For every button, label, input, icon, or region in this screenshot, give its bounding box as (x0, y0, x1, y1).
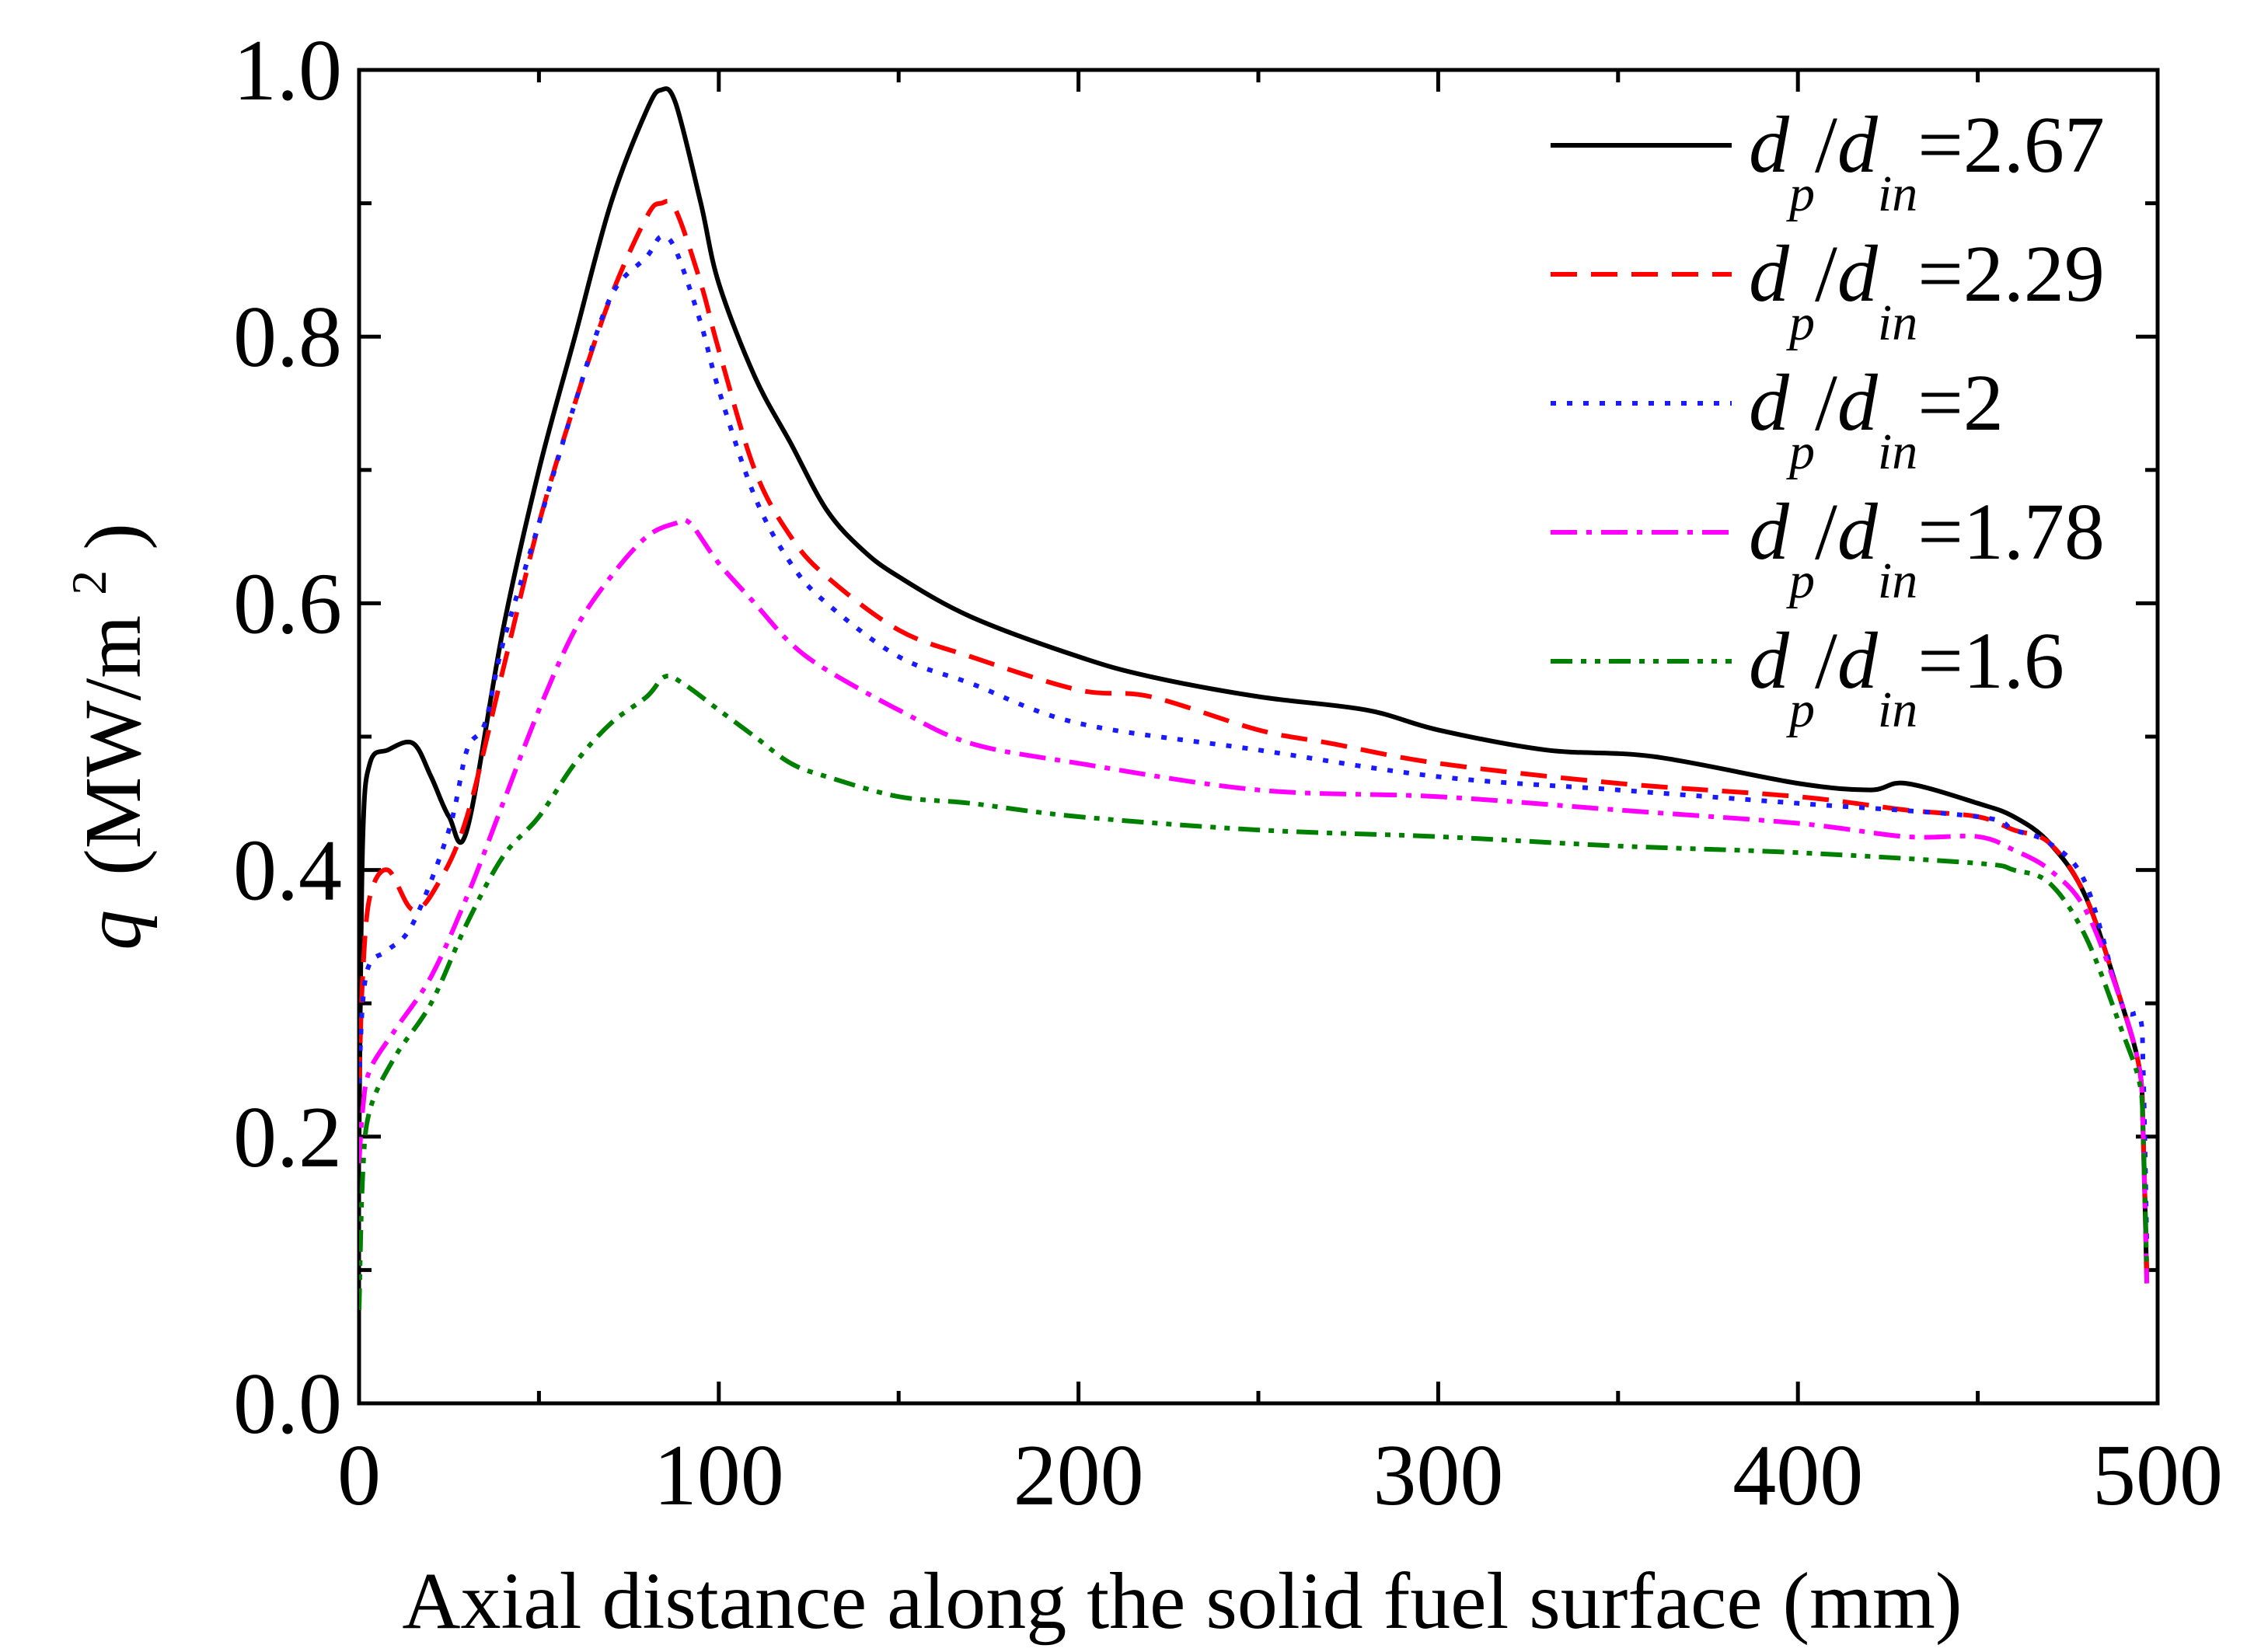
x-tick-label: 400 (1732, 1427, 1863, 1524)
legend-label-part: =2.29 (1917, 229, 2105, 319)
legend-label-part: / (1815, 100, 1837, 190)
y-axis-title: q (MW/m 2 ) (34, 523, 158, 950)
legend-label-part: p (1786, 423, 1815, 480)
legend-label-part: d (1749, 358, 1790, 448)
legend-label: dp/din=2.29 (1749, 229, 2105, 351)
legend-entry-5: dp/din=1.6 (1551, 616, 2064, 738)
legend-label-part: p (1786, 166, 1815, 222)
y-tick-label: 0.8 (233, 289, 342, 385)
legend-label-part: in (1878, 552, 1917, 609)
x-tick-label: 100 (654, 1427, 784, 1524)
y-tick-label: 0.2 (233, 1089, 342, 1186)
legend-label-part: / (1815, 616, 1837, 706)
y-tick-label: 0.0 (233, 1356, 342, 1452)
legend-label-part: / (1815, 358, 1837, 448)
legend-label-part: d (1749, 616, 1790, 706)
legend-entry-1: dp/din=2.67 (1551, 100, 2105, 222)
legend-label-part: =1.78 (1917, 487, 2105, 577)
legend-label-part: p (1786, 552, 1815, 609)
legend-label-part: in (1878, 423, 1917, 480)
x-tick-label: 0 (337, 1427, 381, 1524)
legend-label-part: d (1749, 229, 1790, 319)
x-axis-title: Axial distance along the solid fuel surf… (402, 1556, 1962, 1646)
legend-label-part: =2 (1917, 358, 2004, 448)
legend: dp/din=2.67dp/din=2.29dp/din=2dp/din=1.7… (1551, 100, 2105, 738)
legend-label-part: in (1878, 295, 1917, 351)
y-axis-unit-exponent: 2 (61, 570, 117, 595)
series-line-2 (359, 198, 2150, 1270)
series-line-4 (359, 517, 2150, 1284)
series-lines (359, 86, 2150, 1310)
legend-entry-3: dp/din=2 (1551, 358, 2004, 480)
y-axis-symbol: q (68, 910, 158, 950)
legend-entry-4: dp/din=1.78 (1551, 487, 2105, 609)
legend-label-part: d (1837, 100, 1879, 190)
x-axis-tick-labels: 0 100 200 300 400 500 (337, 1427, 2223, 1524)
legend-label-part: d (1749, 100, 1790, 190)
x-tick-label: 300 (1373, 1427, 1503, 1524)
legend-label-part: =1.6 (1917, 616, 2064, 706)
legend-label-part: d (1837, 616, 1879, 706)
series-line-1 (359, 86, 2150, 1284)
y-tick-label: 0.6 (233, 556, 342, 652)
series-line-5 (359, 673, 2150, 1310)
y-axis-unit: (MW/m (68, 615, 158, 876)
legend-label-part: d (1837, 229, 1879, 319)
x-axis-ticks (357, 70, 2160, 1403)
legend-label: dp/din=1.6 (1749, 616, 2064, 738)
legend-label-part: d (1749, 487, 1790, 577)
y-tick-label: 1.0 (233, 23, 342, 119)
series-line-3 (359, 233, 2150, 1244)
y-axis-unit-close: ) (68, 523, 158, 550)
legend-label: dp/din=1.78 (1749, 487, 2105, 609)
legend-label-part: in (1878, 681, 1917, 738)
legend-label-part: in (1878, 166, 1917, 222)
y-tick-label: 0.4 (233, 823, 342, 919)
x-tick-label: 500 (2092, 1427, 2223, 1524)
legend-label: dp/din=2 (1749, 358, 2004, 480)
legend-label-part: p (1786, 295, 1815, 351)
legend-label-part: =2.67 (1917, 100, 2105, 190)
legend-label: dp/din=2.67 (1749, 100, 2105, 222)
x-tick-label: 200 (1014, 1427, 1144, 1524)
legend-entry-2: dp/din=2.29 (1551, 229, 2105, 351)
legend-label-part: p (1786, 681, 1815, 738)
y-axis-tick-labels: 0.0 0.2 0.4 0.6 0.8 1.0 (233, 23, 342, 1452)
legend-label-part: / (1815, 229, 1837, 319)
legend-label-part: / (1815, 487, 1837, 577)
legend-label-part: d (1837, 358, 1879, 448)
legend-label-part: d (1837, 487, 1879, 577)
